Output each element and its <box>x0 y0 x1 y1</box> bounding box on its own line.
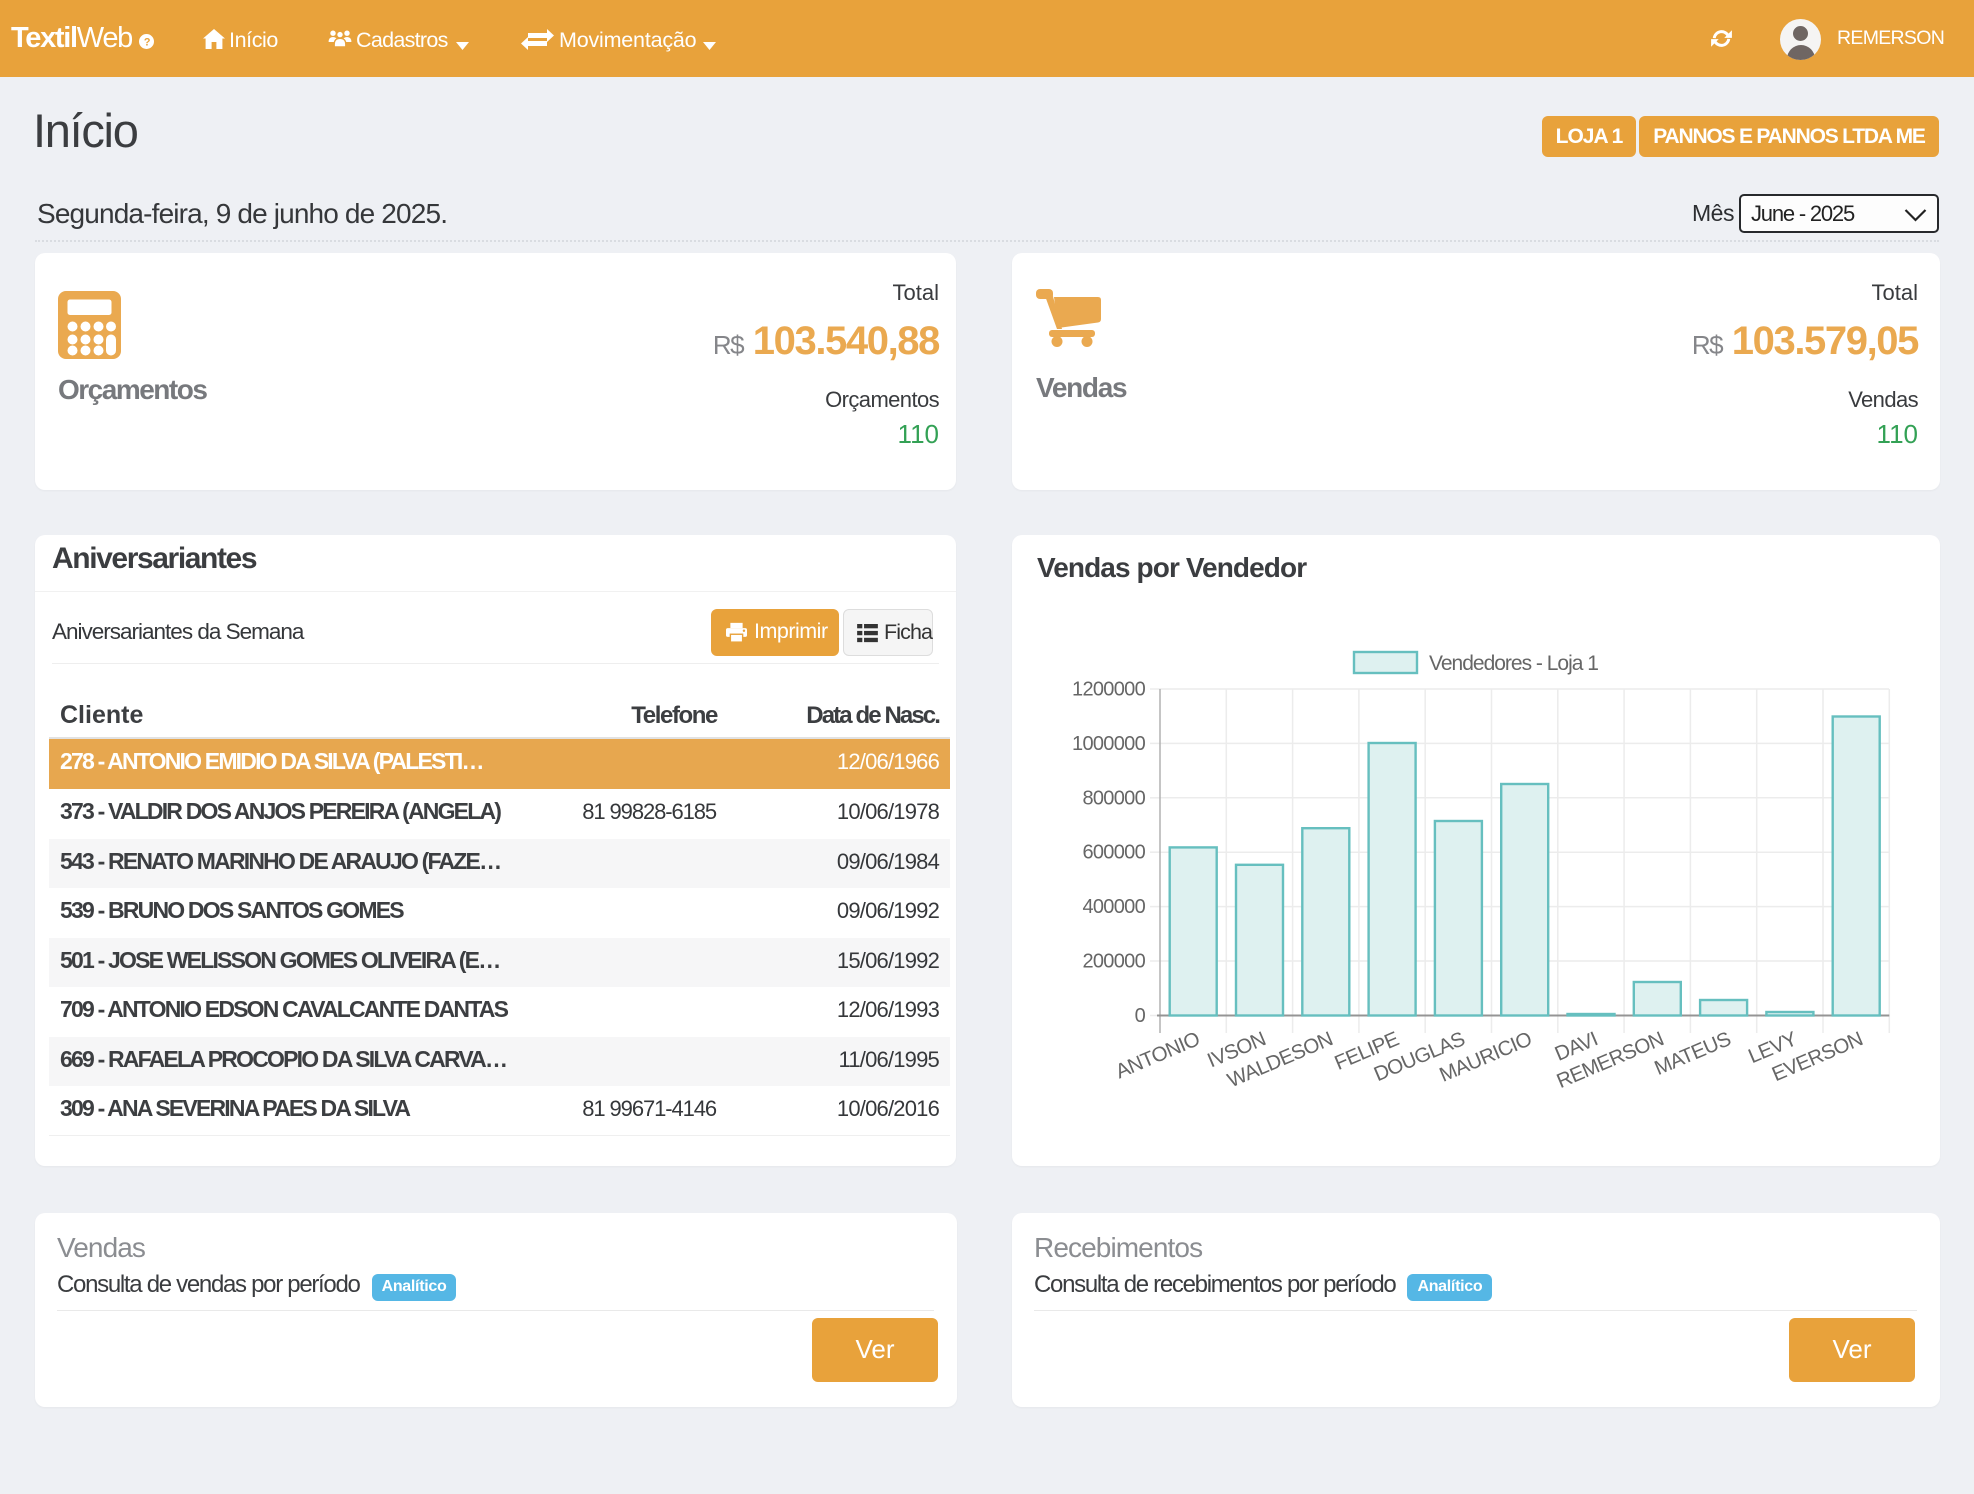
svg-text:800000: 800000 <box>1082 787 1145 809</box>
svg-text:Vendedores - Loja 1: Vendedores - Loja 1 <box>1429 652 1598 675</box>
svg-text:400000: 400000 <box>1082 896 1145 918</box>
svg-text:200000: 200000 <box>1082 951 1145 973</box>
svg-text:600000: 600000 <box>1082 842 1145 864</box>
svg-text:1200000: 1200000 <box>1072 679 1146 701</box>
svg-text:0: 0 <box>1135 1005 1146 1027</box>
svg-text:MATEUS: MATEUS <box>1651 1027 1734 1080</box>
svg-text:?: ? <box>144 36 150 48</box>
svg-text:1000000: 1000000 <box>1072 733 1146 755</box>
svg-text:ANTONIO: ANTONIO <box>1112 1027 1203 1083</box>
